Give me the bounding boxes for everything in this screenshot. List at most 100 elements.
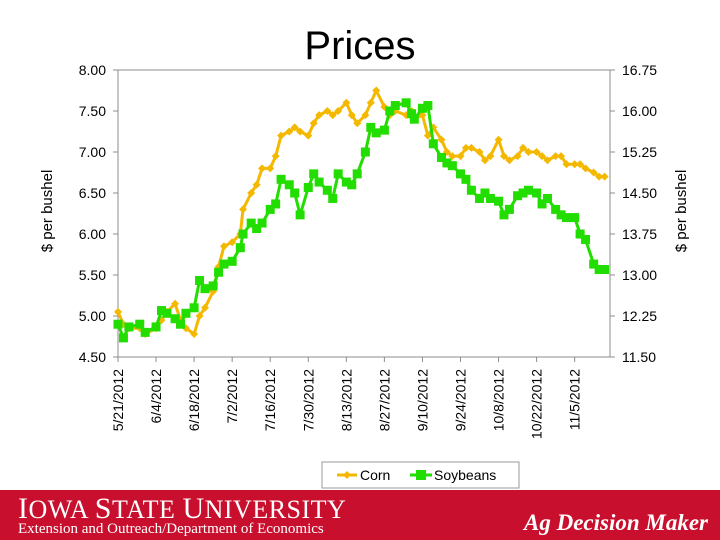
right-tick-label: 11.50 bbox=[622, 349, 656, 365]
x-tick-label: 9/24/2012 bbox=[452, 369, 468, 431]
corn-point bbox=[461, 143, 470, 152]
right-tick-label: 12.25 bbox=[622, 308, 657, 324]
soybeans-point bbox=[347, 180, 357, 190]
corn-point bbox=[328, 111, 337, 120]
soybeans-point bbox=[189, 303, 199, 313]
soybeans-point bbox=[366, 122, 376, 132]
soybeans-point bbox=[523, 185, 533, 195]
corn-point bbox=[589, 168, 598, 177]
footer-bar bbox=[0, 490, 720, 540]
soybeans-point bbox=[542, 193, 552, 203]
soybeans-point bbox=[532, 188, 542, 198]
legend-soybeans-marker bbox=[416, 470, 426, 480]
corn-point bbox=[486, 152, 495, 161]
corn-point bbox=[423, 131, 432, 140]
soybeans-point bbox=[170, 314, 180, 324]
soybeans-point bbox=[537, 199, 547, 209]
soybeans-point bbox=[455, 169, 465, 179]
soybeans-point bbox=[401, 98, 411, 108]
left-tick-label: 4.50 bbox=[79, 349, 106, 365]
soybeans-line bbox=[116, 101, 605, 340]
soybeans-point bbox=[390, 101, 400, 111]
soybeans-point bbox=[314, 177, 324, 187]
soybeans-point bbox=[113, 319, 123, 329]
chart-legend: Corn Soybeans bbox=[321, 461, 520, 489]
soybeans-point bbox=[333, 169, 343, 179]
x-tick-label: 7/16/2012 bbox=[262, 369, 278, 431]
soybeans-point bbox=[200, 284, 210, 294]
right-tick-label: 13.00 bbox=[622, 267, 657, 283]
corn-point bbox=[200, 303, 209, 312]
soybeans-point bbox=[442, 158, 452, 168]
soybeans-point bbox=[140, 327, 150, 337]
slide-title: Prices bbox=[304, 24, 416, 68]
left-tick-label: 8.00 bbox=[79, 62, 106, 78]
corn-point bbox=[519, 143, 528, 152]
soybeans-point bbox=[352, 169, 362, 179]
corn-point bbox=[342, 98, 351, 107]
corn-point bbox=[448, 152, 457, 161]
soybeans-point bbox=[219, 259, 229, 269]
logo-text-owa: OWA bbox=[28, 495, 88, 524]
corn-point bbox=[190, 330, 199, 339]
soybeans-point bbox=[276, 174, 286, 184]
corn-point bbox=[247, 189, 256, 197]
left-tick-label: 5.50 bbox=[79, 267, 106, 283]
soybeans-point bbox=[284, 180, 294, 190]
soybeans-point bbox=[227, 256, 237, 266]
corn-point bbox=[309, 119, 318, 128]
corn-point bbox=[570, 160, 579, 169]
x-tick-label: 7/2/2012 bbox=[224, 369, 240, 424]
x-tick-label: 9/10/2012 bbox=[414, 369, 430, 431]
left-axis-title: $ per bushel bbox=[39, 170, 56, 253]
corn-point bbox=[505, 156, 514, 165]
corn-point bbox=[315, 111, 324, 120]
soybeans-point bbox=[600, 265, 610, 275]
soybeans-point bbox=[428, 139, 438, 149]
corn-point bbox=[600, 172, 609, 181]
corn-point bbox=[557, 152, 566, 161]
soybeans-point bbox=[162, 308, 172, 318]
x-tick-label: 8/13/2012 bbox=[338, 369, 354, 431]
right-tick-label: 16.75 bbox=[622, 62, 657, 78]
soybeans-point bbox=[485, 193, 495, 203]
soybeans-point bbox=[504, 204, 514, 214]
right-tick-label: 14.50 bbox=[622, 185, 657, 201]
corn-point bbox=[258, 164, 267, 173]
x-tick-label: 5/21/2012 bbox=[110, 369, 126, 431]
soybeans-point bbox=[379, 125, 389, 135]
soybeans-point bbox=[176, 319, 186, 329]
soybeans-point bbox=[156, 306, 166, 316]
corn-point bbox=[551, 152, 560, 161]
right-axis-ticks: 11.50 12.25 13.00 13.75 14.50 15.25 16.00 16.75 bbox=[610, 62, 657, 365]
x-tick-label: 10/8/2012 bbox=[491, 369, 507, 431]
left-tick-label: 7.50 bbox=[79, 103, 106, 119]
plot-frame bbox=[117, 69, 611, 358]
soybeans-point bbox=[385, 106, 395, 116]
soybeans-point bbox=[589, 259, 599, 269]
soybeans-point bbox=[409, 114, 419, 124]
soybeans-point bbox=[436, 152, 446, 162]
soybeans-point bbox=[447, 161, 457, 171]
legend-corn-marker bbox=[343, 471, 351, 479]
soybeans-point bbox=[295, 210, 305, 220]
x-tick-label: 10/22/2012 bbox=[529, 369, 545, 439]
soybeans-point bbox=[118, 333, 128, 343]
soybeans-point bbox=[371, 128, 381, 138]
logo-text-niversity: NIVERSITY bbox=[204, 495, 347, 524]
soybeans-point bbox=[594, 265, 604, 275]
soybeans-point bbox=[195, 275, 205, 285]
soybeans-point bbox=[562, 213, 572, 223]
right-tick-label: 16.00 bbox=[622, 103, 657, 119]
corn-point bbox=[576, 160, 585, 169]
x-tick-label: 8/27/2012 bbox=[376, 369, 392, 431]
x-tick-label: 7/30/2012 bbox=[300, 369, 316, 431]
soybeans-point bbox=[135, 319, 145, 329]
soybeans-point bbox=[341, 177, 351, 187]
corn-point bbox=[480, 156, 489, 165]
soybeans-point bbox=[423, 101, 433, 111]
soybeans-point bbox=[208, 281, 218, 291]
soybeans-point bbox=[257, 218, 267, 228]
iowa-state-university-wordmark: IOWA STATE UNIVERSITY bbox=[18, 492, 346, 526]
logo-letter-i: I bbox=[18, 492, 29, 525]
